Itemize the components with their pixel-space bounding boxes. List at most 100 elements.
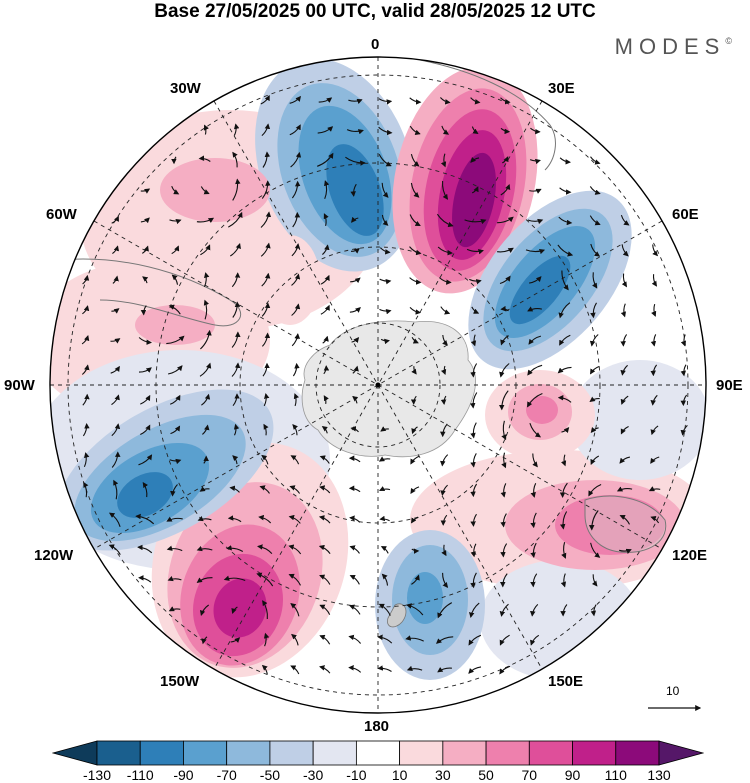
lon-label-180: 180 — [364, 718, 390, 735]
wind-vector — [468, 666, 482, 674]
positive-anomaly-lobe-northwest — [135, 158, 320, 345]
wind-vector — [140, 424, 151, 436]
wind-vector — [232, 151, 238, 168]
wind-vector — [525, 248, 546, 255]
wind-vector — [226, 545, 244, 552]
modes-logo: MODES© — [615, 34, 732, 60]
wind-vector — [381, 214, 389, 226]
wind-vector — [290, 455, 300, 465]
wind-vector — [441, 180, 449, 200]
wind-vector — [501, 420, 507, 441]
wind-vector — [292, 362, 300, 377]
wind-vector — [379, 278, 392, 285]
wind-vector — [199, 486, 210, 492]
colorbar-segment — [312, 740, 357, 766]
wind-vector — [231, 272, 241, 288]
wind-vector — [197, 516, 212, 522]
wind-vector — [82, 274, 90, 285]
wind-vector — [232, 393, 240, 407]
wind-vector — [437, 667, 452, 673]
wind-vector — [82, 423, 90, 437]
wind-vector — [111, 451, 121, 468]
colorbar-segment — [183, 740, 228, 766]
colorbar-segment — [226, 740, 271, 766]
wind-vector — [530, 573, 538, 588]
wind-vector — [140, 305, 147, 316]
lon-label-120w: 120W — [34, 547, 74, 564]
wind-vector — [169, 394, 181, 405]
wind-vector — [621, 273, 627, 288]
wind-vector — [170, 484, 178, 497]
wind-vector — [290, 603, 300, 617]
lon-label-60e: 60E — [672, 206, 699, 223]
wind-vector — [440, 306, 451, 315]
colorbar-tick-label: 90 — [564, 767, 581, 783]
wind-vector — [500, 543, 508, 558]
wind-vector — [377, 665, 392, 672]
wind-vector — [199, 604, 210, 617]
wind-vector — [137, 544, 153, 554]
wind-vector — [502, 156, 509, 164]
wind-vector — [409, 307, 422, 315]
wind-vector — [202, 424, 210, 435]
wind-vector — [319, 604, 331, 615]
wind-vector — [470, 157, 480, 163]
wind-vector — [263, 632, 270, 647]
wind-vector — [559, 334, 571, 346]
wind-vector — [352, 395, 359, 404]
wind-vector — [500, 127, 511, 135]
coastline-new-zealand — [387, 603, 407, 628]
wind-vector — [619, 548, 632, 554]
wind-vector — [557, 366, 572, 374]
wind-vector — [558, 302, 571, 319]
wind-vector — [588, 510, 599, 531]
wind-vector — [110, 338, 121, 344]
wind-vector — [201, 393, 211, 406]
wind-vector — [203, 299, 209, 320]
wind-vector — [229, 485, 240, 493]
wind-vector — [591, 574, 598, 587]
wind-vector — [113, 479, 119, 500]
wind-vector — [171, 156, 177, 165]
wind-vector — [650, 515, 660, 524]
wind-vector — [500, 483, 507, 498]
wind-vector — [650, 394, 658, 406]
wind-vector — [409, 97, 422, 105]
logo-mark: © — [725, 36, 732, 46]
wind-vector — [348, 98, 363, 104]
wind-vector — [440, 153, 447, 168]
wind-vector — [411, 548, 420, 554]
lon-label-90w: 90W — [4, 377, 35, 394]
wind-vector — [171, 185, 180, 195]
wind-vector — [435, 636, 454, 644]
wind-vector — [261, 664, 268, 675]
colorbar-segment — [658, 740, 704, 766]
colorbar-segment — [269, 740, 314, 766]
wind-vector — [351, 216, 359, 223]
wind-vector — [559, 187, 572, 195]
lon-label-150e: 150E — [548, 673, 584, 690]
wind-vector — [259, 485, 270, 494]
lon-label-0: 0 — [371, 36, 380, 53]
wind-vector — [232, 178, 241, 201]
wind-vector — [499, 665, 511, 675]
wind-vector — [263, 393, 270, 407]
wind-vector — [559, 157, 571, 165]
wind-vector — [500, 305, 509, 312]
colorbar-segment — [355, 740, 401, 766]
wind-vector — [378, 603, 391, 616]
wind-vector — [258, 514, 272, 524]
wind-vector — [620, 395, 629, 405]
wind-vector — [559, 511, 568, 530]
anomaly-field — [50, 57, 706, 713]
negative-anomaly-lobe-south — [375, 530, 485, 680]
wind-vector — [471, 186, 479, 194]
wind-vector — [289, 485, 301, 494]
wind-vector — [350, 426, 359, 433]
wind-vector — [81, 364, 90, 375]
wind-vector — [530, 542, 537, 558]
wind-vector — [471, 126, 479, 135]
colorbar-tick-label: -50 — [259, 767, 281, 783]
wind-vector — [470, 543, 477, 558]
wind-vector — [320, 304, 330, 315]
